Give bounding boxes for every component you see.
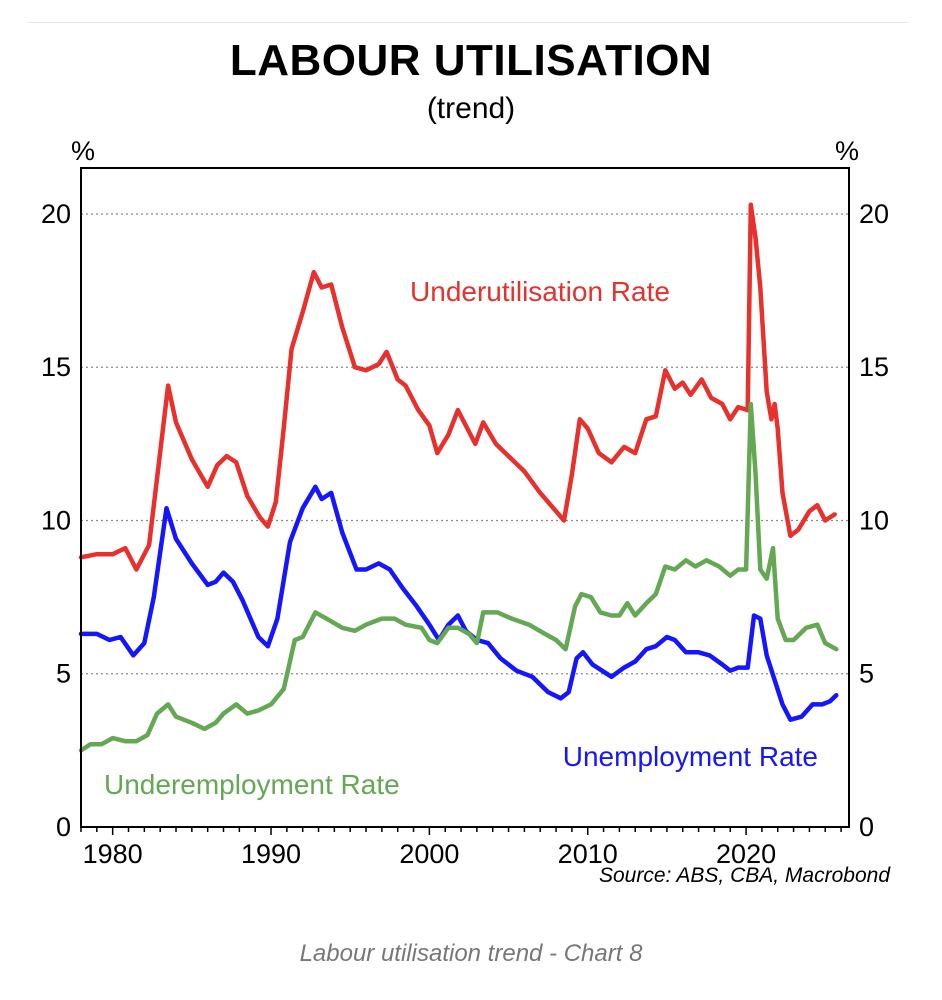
gridlines [81, 213, 849, 675]
series-line-0 [78, 202, 837, 572]
chart-title: LABOUR UTILISATION [229, 36, 713, 85]
x-tick-label: 2010 [558, 839, 618, 869]
y-tick-label-left: 5 [56, 659, 71, 689]
series-label-underutilisation: Underutilisation Rate [410, 276, 670, 307]
series-line-1 [78, 484, 839, 722]
y-tick-label-left: 10 [41, 505, 71, 535]
source-note: Source: ABS, CBA, Macrobond [598, 864, 890, 887]
chart-subtitle: (trend) [426, 92, 516, 125]
series-line-2 [78, 401, 839, 753]
y-tick-label-right: 0 [859, 812, 874, 842]
y-tick-label-right: 10 [859, 505, 889, 535]
plot-frame [80, 167, 850, 828]
y-tick-label-left: 15 [41, 352, 71, 382]
y-tick-label-right: 15 [859, 352, 889, 382]
top-divider [28, 22, 908, 23]
y-tick-label-right: 20 [859, 199, 889, 229]
series-label-underemployment: Underemployment Rate [104, 769, 400, 800]
series-label-unemployment: Unemployment Rate [563, 741, 818, 772]
y-unit-right: % [835, 136, 859, 166]
y-tick-label-right: 5 [859, 659, 874, 689]
y-tick-label-left: 20 [41, 199, 71, 229]
x-tick-label: 1980 [83, 839, 143, 869]
x-tick-label: 2000 [399, 839, 459, 869]
figure-caption: Labour utilisation trend - Chart 8 [299, 940, 643, 967]
series-lines [78, 202, 839, 753]
x-tick-label: 1990 [241, 839, 301, 869]
x-tick-label: 2020 [716, 839, 776, 869]
y-unit-left: % [71, 136, 95, 166]
y-tick-label-left: 0 [56, 812, 71, 842]
